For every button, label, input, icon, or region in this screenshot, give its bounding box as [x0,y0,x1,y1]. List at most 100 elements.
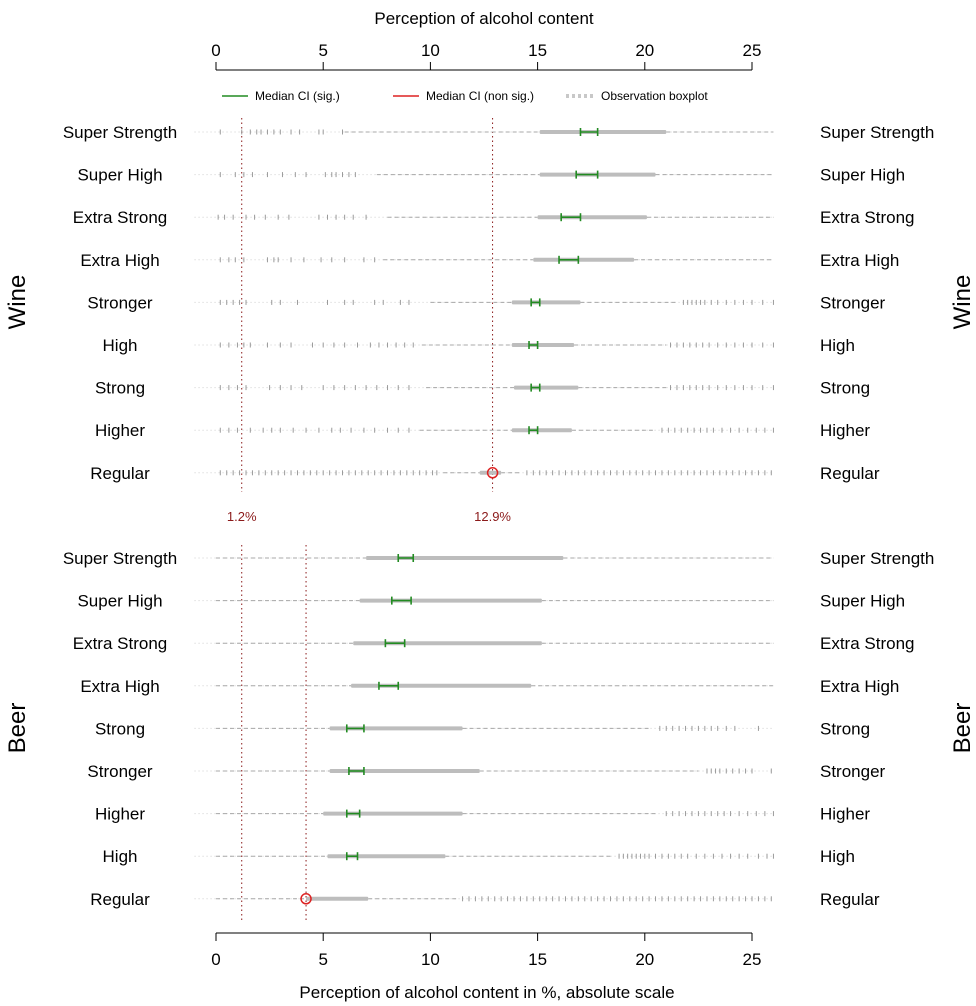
iqr-box [514,385,579,390]
row-label-right: High [820,336,855,355]
row-super-strength: Super Strength Super Strength [63,549,935,568]
iqr-box [329,726,463,731]
row-stronger: Stronger Stronger [87,762,885,781]
iqr-box [366,556,564,560]
group-label-beer-left: Beer [4,703,31,754]
row-label-right: Extra High [820,251,899,270]
row-higher: Higher Higher [95,805,870,824]
group-label-wine-right: Wine [949,275,976,330]
row-label-right: Higher [820,421,870,440]
median-ci-point [300,893,312,905]
legend-nonsig-label: Median CI (non sig.) [426,89,534,103]
reference-label: 12.9% [474,509,511,524]
iqr-box [323,811,463,816]
bottom-tick-label: 15 [528,950,547,969]
bottom-tick-label: 10 [421,950,440,969]
row-label-left: Extra Strong [73,208,168,227]
row-label-right: Super High [820,166,905,185]
top-tick-label: 15 [528,41,547,60]
row-label-left: Regular [90,890,150,909]
row-strong: Strong Strong [95,379,870,398]
iqr-box [511,428,572,433]
row-extra-strong: Extra Strong Extra Strong [73,634,915,653]
row-label-left: Higher [95,421,145,440]
row-label-left: Regular [90,464,150,483]
iqr-box [511,343,575,347]
row-label-left: High [103,336,138,355]
row-label-left: Super High [77,166,162,185]
row-label-left: Super Strength [63,123,177,142]
legend-box-label: Observation boxplot [601,89,708,103]
iqr-box [359,598,542,603]
row-label-left: Super High [77,592,162,611]
row-label-left: Strong [95,719,145,738]
iqr-box [353,641,542,646]
row-regular: Regular Regular [90,890,880,909]
bottom-tick-label: 5 [318,950,327,969]
iqr-box [511,300,581,305]
row-extra-high: Extra High Extra High [80,251,899,270]
bottom-axis: 0 5 10 15 20 25 Perception of alcohol content… [211,932,762,1002]
row-label-right: Extra Strong [820,208,915,227]
top-axis-title: Perception of alcohol content [374,9,594,28]
row-label-right: Strong [820,719,870,738]
iqr-box [533,257,635,262]
row-label-left: Super Strength [63,549,177,568]
row-label-right: Stronger [820,762,886,781]
row-label-right: Regular [820,464,880,483]
row-label-left: Extra High [80,677,159,696]
row-label-right: High [820,847,855,866]
row-strong: Strong Strong [95,719,870,738]
bottom-tick-label: 20 [635,950,654,969]
row-label-left: Stronger [87,293,153,312]
row-label-right: Extra Strong [820,634,915,653]
row-label-left: Extra High [80,251,159,270]
top-tick-label: 0 [211,41,220,60]
top-axis: Perception of alcohol content 0 5 10 15 20 25 [211,9,762,71]
row-regular: Regular Regular [90,464,880,483]
iqr-box [537,215,647,220]
row-label-right: Super Strength [820,549,934,568]
plot-area: 1.2% 12.9%Super Strength Super StrengthSup… [63,118,935,920]
legend: Median CI (sig.) Median CI (non sig.) Ob… [222,89,708,103]
row-label-right: Super High [820,592,905,611]
bottom-axis-title: Perception of alcohol content in %, abso… [299,983,674,1002]
iqr-box [539,130,667,134]
row-extra-strong: Extra Strong Extra Strong [73,208,915,227]
group-label-beer-right: Beer [949,703,976,754]
row-label-right: Higher [820,805,870,824]
iqr-box [479,470,502,475]
top-tick-label: 10 [421,41,440,60]
legend-sig-label: Median CI (sig.) [255,89,340,103]
row-label-right: Extra High [820,677,899,696]
row-label-left: High [103,847,138,866]
row-super-high: Super High Super High [77,166,905,185]
reference-label: 1.2% [227,509,257,524]
row-label-left: Strong [95,379,145,398]
iqr-box [327,854,446,859]
group-beer: Super Strength Super Strength Super High Su… [63,545,935,920]
row-stronger: Stronger Stronger [87,293,885,312]
row-extra-high: Extra High Extra High [80,677,899,696]
row-label-right: Stronger [820,293,886,312]
top-tick-label: 5 [318,41,327,60]
row-super-strength: Super Strength Super Strength [63,123,935,142]
row-high: High High [103,336,855,355]
row-higher: Higher Higher [95,421,870,440]
group-label-wine-left: Wine [4,275,31,330]
median-ci-point [486,467,499,479]
row-label-right: Strong [820,379,870,398]
row-label-right: Regular [820,890,880,909]
row-label-left: Extra Strong [73,634,168,653]
bottom-tick-label: 0 [211,950,220,969]
top-tick-label: 25 [743,41,762,60]
row-label-right: Super Strength [820,123,934,142]
iqr-box [306,896,369,901]
top-tick-label: 20 [635,41,654,60]
iqr-box [351,683,532,688]
bottom-tick-label: 25 [743,950,762,969]
row-high: High High [103,847,855,866]
group-wine: 1.2% 12.9%Super Strength Super StrengthSup… [63,118,935,524]
row-label-left: Stronger [87,762,153,781]
